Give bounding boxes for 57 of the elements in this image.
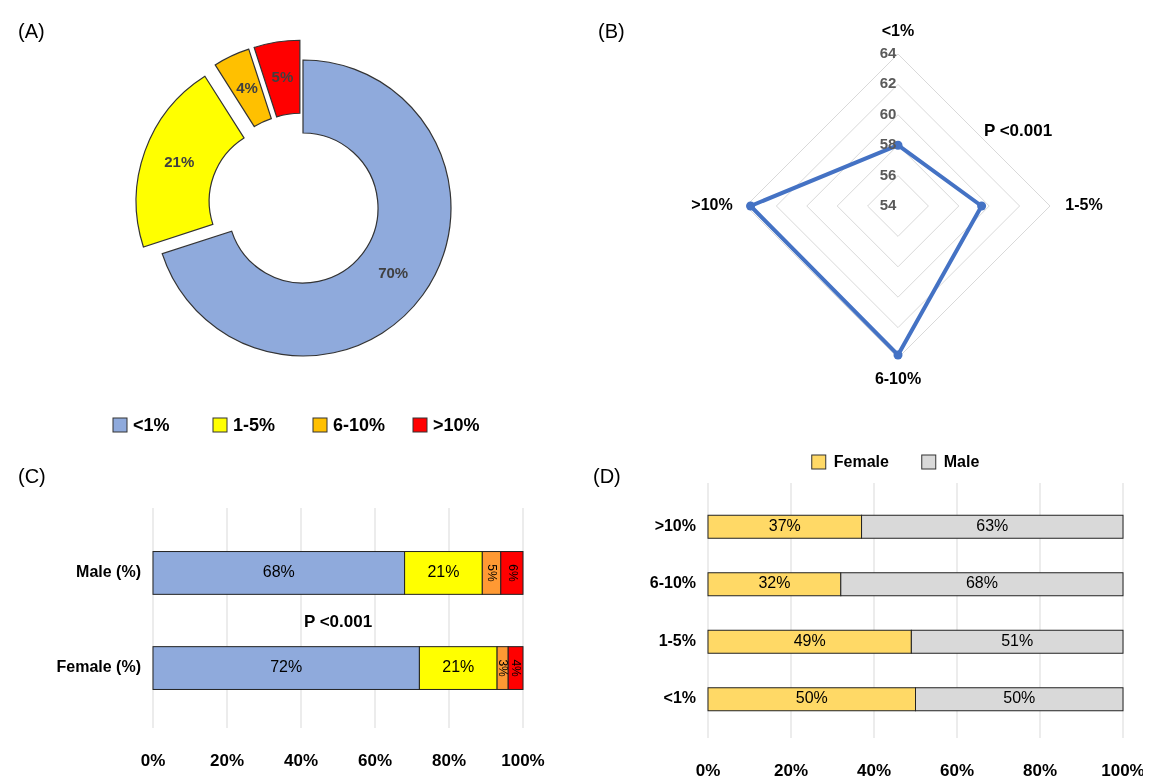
data-label: 5% <box>271 68 294 86</box>
data-label: 68% <box>965 574 998 592</box>
x-tick-label: 80% <box>1022 761 1058 780</box>
chart-title: (A) <box>18 20 45 42</box>
data-label: 70% <box>378 263 409 281</box>
text: P <0.001 <box>983 121 1053 140</box>
spoke-label: >10% <box>691 196 733 214</box>
y-tick-label: 62 <box>879 74 897 92</box>
data-label: 5% <box>485 564 500 582</box>
data-label: 49% <box>793 631 826 649</box>
data-label: 50% <box>1003 689 1036 707</box>
x-tick-label: 60% <box>939 761 975 780</box>
chart-title: (B) <box>598 20 625 42</box>
y-tick-label: 60 <box>879 104 897 122</box>
x-tick-label: 60% <box>357 751 393 770</box>
y-tick-label: Male (%) <box>76 563 141 581</box>
x-tick-label: 100% <box>501 751 545 770</box>
data-label: 50% <box>795 689 828 707</box>
data-label: 51% <box>1001 631 1034 649</box>
x-tick-label: 0% <box>140 751 166 770</box>
data-label: 37% <box>768 516 801 534</box>
legend-label: Female <box>833 453 889 471</box>
y-tick-label: >10% <box>654 516 696 534</box>
y-tick-label: 56 <box>879 165 897 183</box>
x-tick-label: 40% <box>856 761 892 780</box>
y-tick-label: 1-5% <box>658 631 696 649</box>
x-tick-label: 20% <box>773 761 809 780</box>
legend-label: >10% <box>433 414 480 435</box>
y-tick-label: 6-10% <box>649 574 696 592</box>
data-label: 32% <box>758 574 791 592</box>
spoke-label: 1-5% <box>1065 196 1103 214</box>
data-label: 68% <box>262 563 295 581</box>
data-label: 21% <box>164 153 195 171</box>
legend-label: 6-10% <box>333 414 386 435</box>
y-tick-label: 54 <box>879 195 897 213</box>
x-tick-label: 0% <box>695 761 721 780</box>
x-tick-label: 40% <box>283 751 319 770</box>
data-label: 63% <box>976 516 1009 534</box>
y-tick-label: 58 <box>879 135 897 153</box>
legend-label: <1% <box>133 414 170 435</box>
legend-label: Male <box>943 453 980 471</box>
data-label: 21% <box>442 658 475 676</box>
x-tick-label: 80% <box>431 751 467 770</box>
legend-label: 1-5% <box>233 414 276 435</box>
data-label: 6% <box>505 564 520 582</box>
data-label: 4% <box>509 659 524 678</box>
chart-title: (C) <box>18 465 46 487</box>
data-label: 21% <box>427 563 460 581</box>
data-label: 72% <box>270 658 303 676</box>
data-label: 3% <box>496 659 511 678</box>
y-tick-label: 64 <box>879 43 897 61</box>
y-tick-label: Female (%) <box>56 658 141 676</box>
data-label: 4% <box>236 78 258 96</box>
chart-title: (D) <box>593 465 621 487</box>
annotation: P <0.001 <box>303 611 373 631</box>
y-tick-label: <1% <box>663 689 696 707</box>
x-tick-label: 20% <box>209 751 245 770</box>
